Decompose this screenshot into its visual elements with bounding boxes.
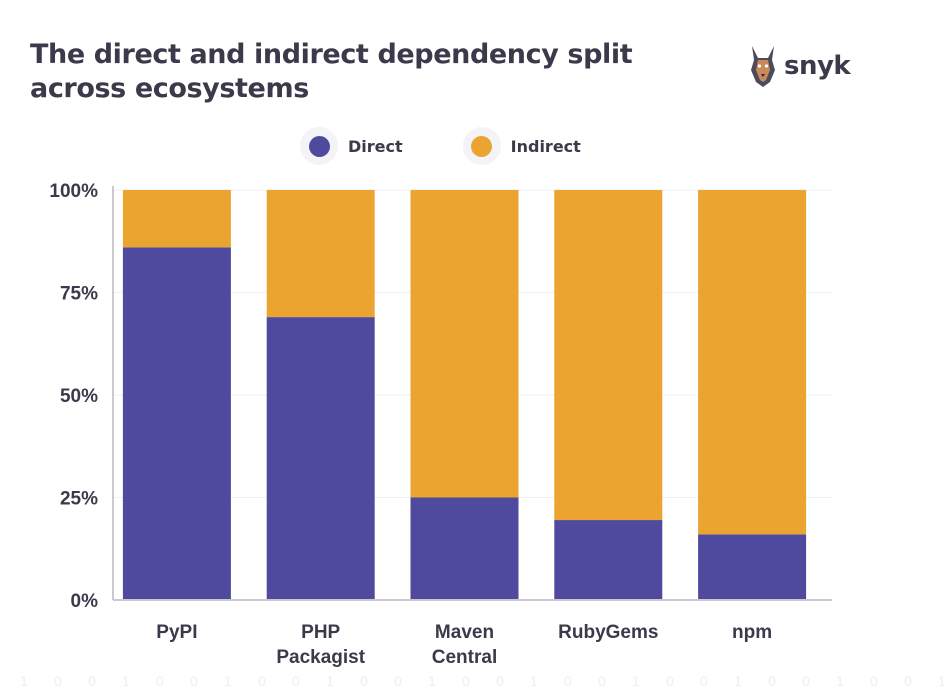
bg-digit: 0 bbox=[190, 673, 198, 687]
bg-digit: 1 bbox=[734, 673, 742, 687]
bg-digit: 1 bbox=[224, 673, 232, 687]
bar-indirect-3 bbox=[554, 190, 663, 521]
bg-digit: 0 bbox=[904, 673, 912, 687]
doberman-icon bbox=[751, 46, 775, 87]
bg-digit: 0 bbox=[292, 673, 300, 687]
bar-indirect-0 bbox=[122, 190, 231, 248]
legend-label-direct: Direct bbox=[348, 136, 403, 156]
bg-digit: 1 bbox=[836, 673, 844, 687]
legend-item-indirect: Indirect bbox=[462, 127, 581, 165]
bg-digit: 0 bbox=[700, 673, 708, 687]
bg-digit: 0 bbox=[666, 673, 674, 687]
bg-digit: 1 bbox=[428, 673, 436, 687]
y-tick-label: 50% bbox=[60, 386, 98, 407]
bg-digit: 0 bbox=[496, 673, 504, 687]
bg-digit: 0 bbox=[88, 673, 96, 687]
bg-digit: 0 bbox=[360, 673, 368, 687]
legend-label-indirect: Indirect bbox=[510, 136, 581, 156]
bars bbox=[122, 190, 807, 600]
chart-legend: Direct Indirect bbox=[300, 127, 641, 165]
bg-digit: 1 bbox=[530, 673, 538, 687]
y-tick-label: 100% bbox=[49, 181, 98, 202]
bg-digit: 1 bbox=[20, 673, 28, 687]
bg-digit: 0 bbox=[462, 673, 470, 687]
bg-digit: 0 bbox=[394, 673, 402, 687]
bar-direct-4 bbox=[698, 534, 807, 600]
bg-digit: 0 bbox=[258, 673, 266, 687]
x-tick-label: PHP Packagist bbox=[276, 622, 365, 668]
bg-digit: 0 bbox=[54, 673, 62, 687]
y-tick-label: 25% bbox=[60, 489, 98, 510]
y-tick-label: 75% bbox=[60, 284, 98, 305]
chart-title: The direct and indirect dependency split… bbox=[30, 39, 633, 104]
x-tick-label: RubyGems bbox=[558, 622, 658, 643]
legend-swatch-direct bbox=[308, 135, 330, 157]
y-tick-label: 0% bbox=[71, 591, 99, 612]
x-tick-label: npm bbox=[732, 622, 772, 643]
x-tick-label: Maven Central bbox=[432, 622, 497, 668]
bg-digit: 1 bbox=[632, 673, 640, 687]
brand-logo: snyk bbox=[748, 44, 851, 88]
bar-indirect-2 bbox=[410, 190, 519, 498]
axes bbox=[112, 186, 832, 601]
bg-digit: 1 bbox=[326, 673, 334, 687]
bg-digit: 0 bbox=[156, 673, 164, 687]
bg-digit: 0 bbox=[870, 673, 878, 687]
bar-direct-2 bbox=[410, 497, 519, 600]
legend-swatch-halo bbox=[462, 127, 501, 165]
bar-indirect-4 bbox=[698, 190, 807, 535]
background-binary-pattern: 1 0 0 1 0 0 1 0 0 1 0 0 1 0 0 1 0 0 1 0 0 1 0 0 1 0 0 1 bbox=[20, 673, 946, 687]
legend-swatch-indirect bbox=[471, 135, 493, 157]
bg-digit: 0 bbox=[768, 673, 776, 687]
x-tick-label: PyPI bbox=[156, 622, 197, 643]
bg-digit: 0 bbox=[802, 673, 810, 687]
bg-digit: 0 bbox=[564, 673, 572, 687]
bar-direct-1 bbox=[266, 317, 375, 600]
bar-direct-3 bbox=[554, 520, 663, 600]
axis-labels: 0% 25% 50% 75% 100% PyPI PHP Packagist Maven Cent… bbox=[49, 181, 772, 668]
bg-digit: 1 bbox=[122, 673, 130, 687]
legend-item-direct: Direct bbox=[300, 127, 403, 165]
bg-digit: 0 bbox=[598, 673, 606, 687]
legend-swatch-halo bbox=[300, 127, 338, 165]
bar-indirect-1 bbox=[266, 190, 375, 318]
bg-digit: 1 bbox=[938, 673, 946, 687]
brand-name: snyk bbox=[784, 51, 851, 81]
bar-direct-0 bbox=[122, 247, 231, 600]
